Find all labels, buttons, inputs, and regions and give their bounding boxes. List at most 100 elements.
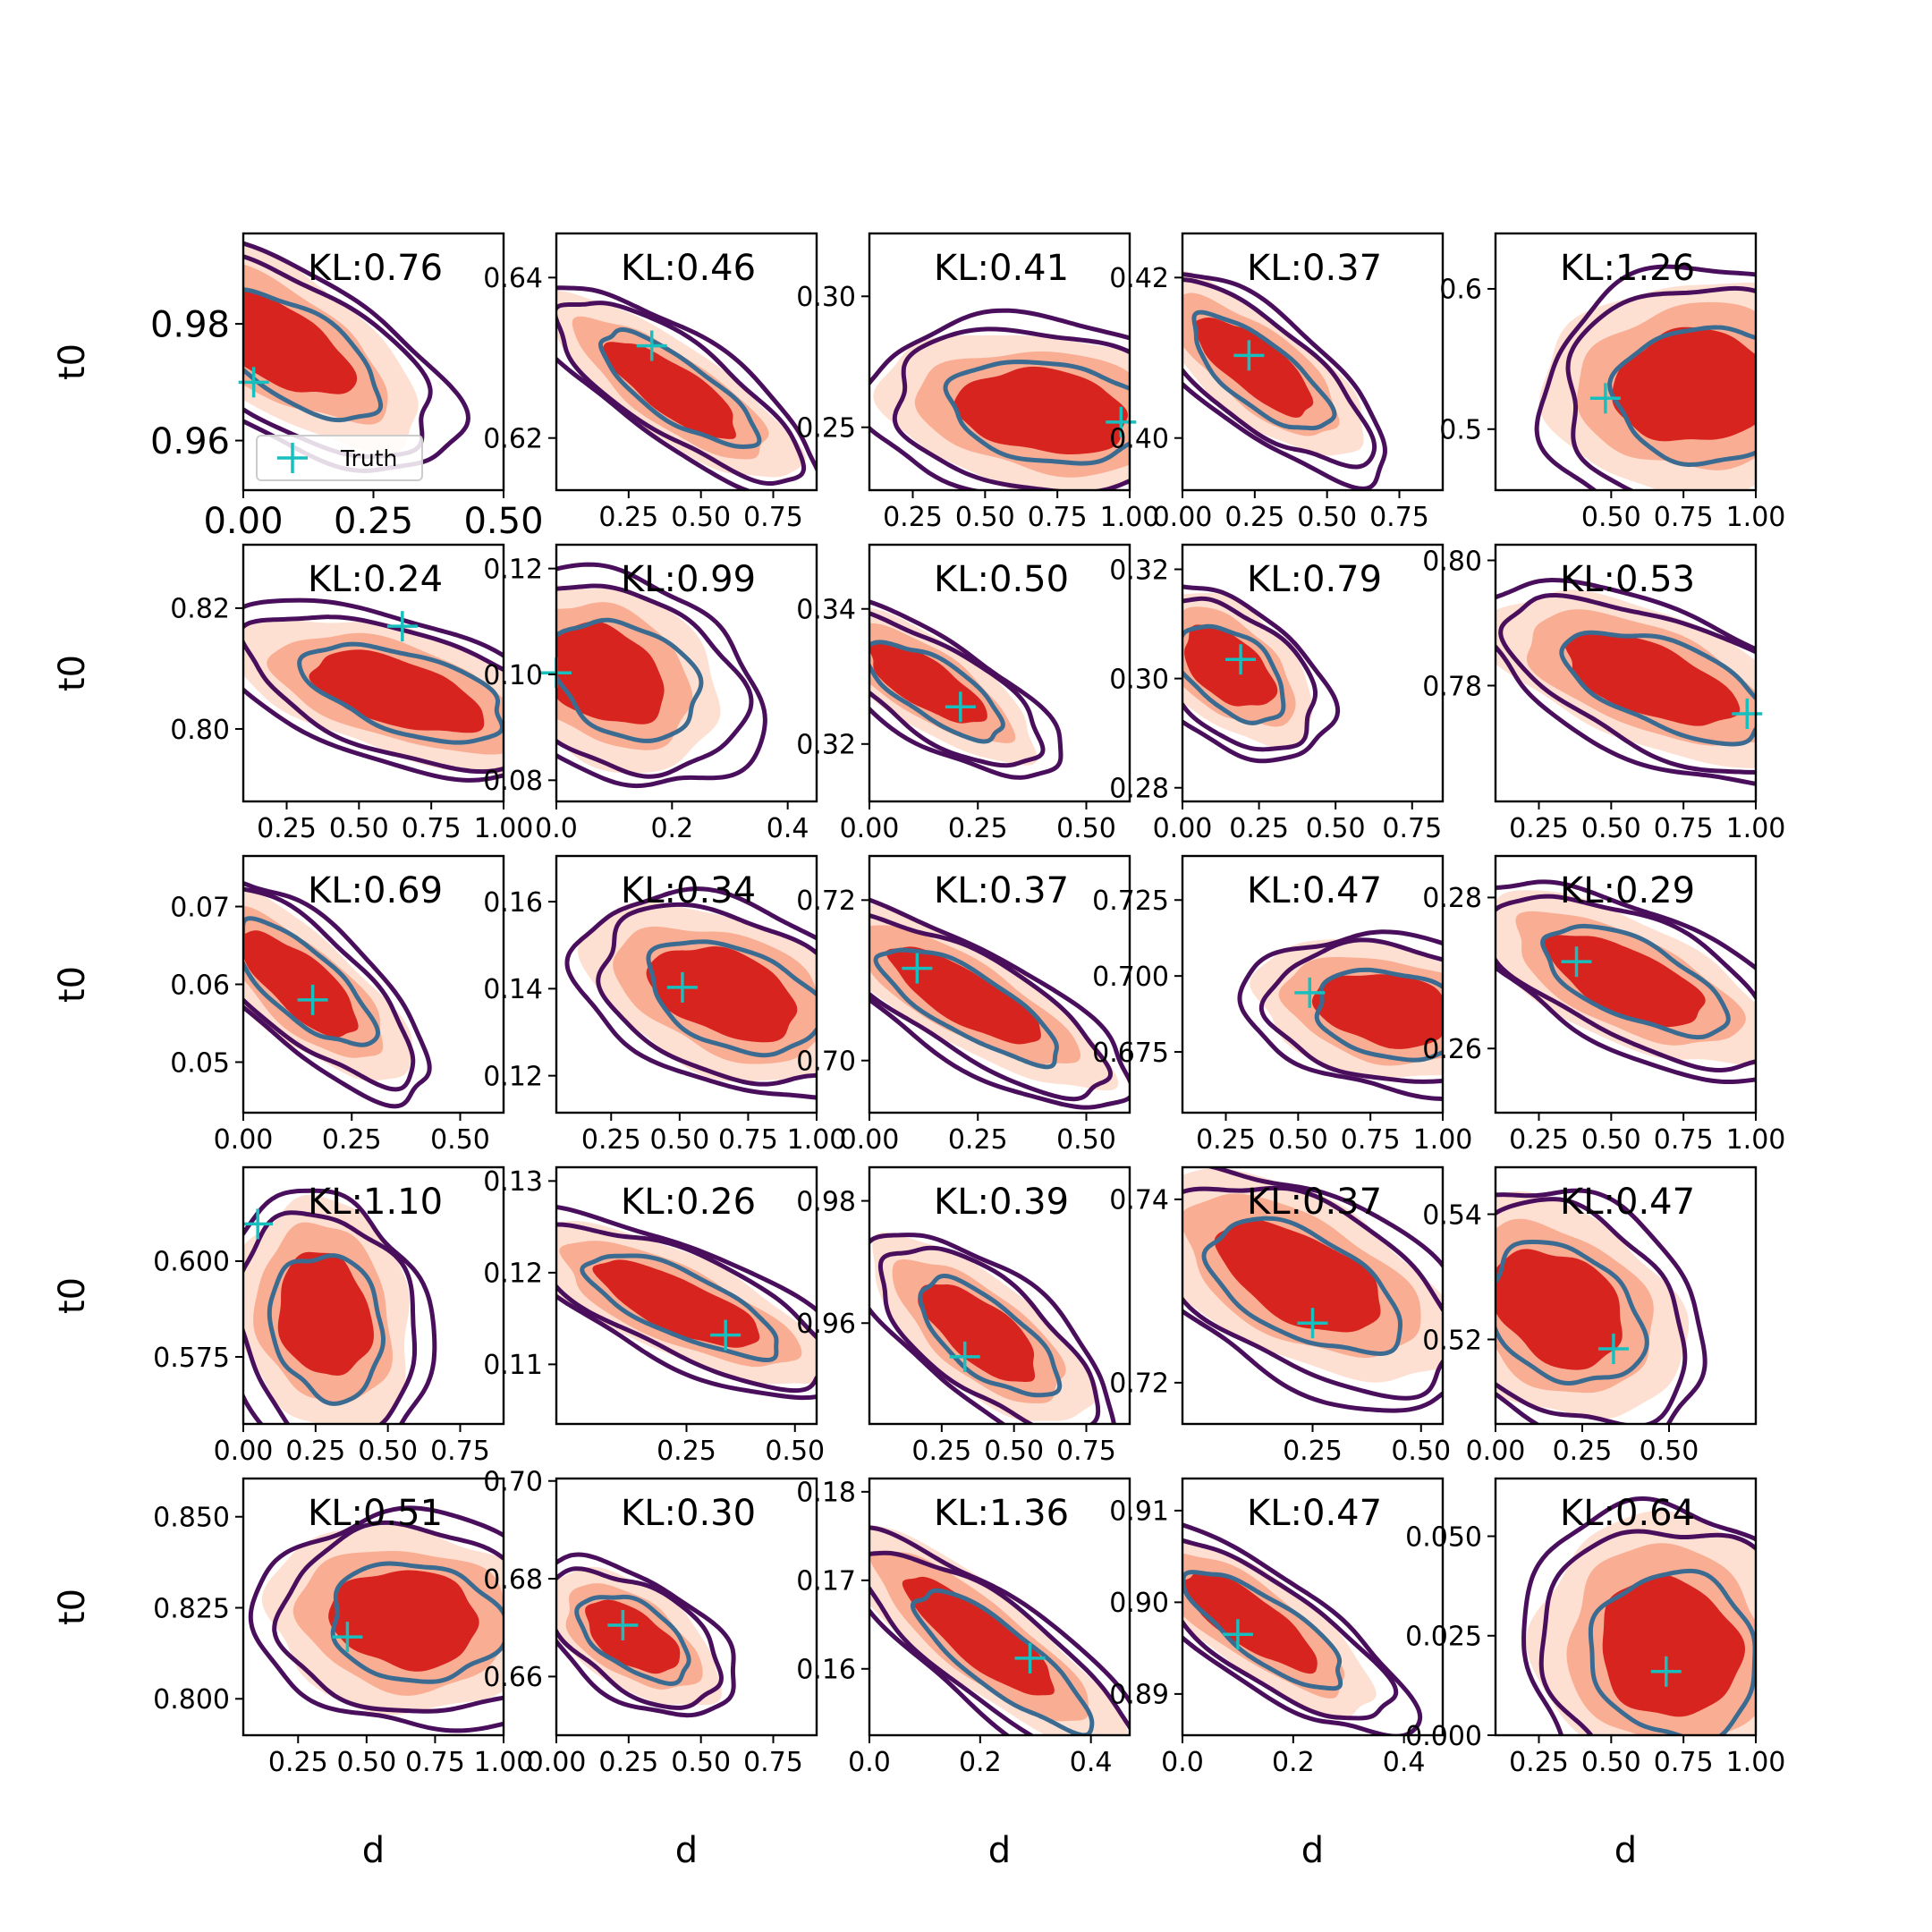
y-tick-label: 0.72 [796, 886, 856, 917]
y-tick-label: 0.11 [483, 1350, 543, 1381]
x-tick-label: 0.75 [402, 813, 462, 844]
x-tick-label: 0.75 [1382, 813, 1442, 844]
x-tick-label: 0.50 [1056, 1124, 1116, 1156]
kl-label: KL:1.10 [308, 1182, 443, 1223]
density-layers [556, 562, 767, 789]
axes-frame [1181, 1477, 1445, 1737]
x-tick-label: 0.75 [1341, 1124, 1401, 1156]
x-tick-label: 0.25 [883, 502, 943, 533]
density-fill-inner [646, 946, 798, 1043]
truth-marker [1589, 383, 1621, 414]
x-tick-label: 0.75 [1056, 1436, 1116, 1467]
contour-inner [918, 1273, 1063, 1398]
contour-middle [556, 1222, 817, 1394]
contour-middle [1496, 1197, 1688, 1424]
density-fill-inner [243, 287, 358, 394]
axes-frame [868, 543, 1131, 803]
panel-15: 0.25 0.50 0.75 1.00 0.26 0.28 KL:0.29 [1422, 854, 1785, 1156]
y-tick-label: 0.28 [1422, 883, 1482, 914]
contour-outer [1182, 584, 1341, 764]
kl-label: KL:0.76 [308, 248, 443, 289]
y-tick-label: 0.17 [796, 1566, 856, 1597]
y-tick-label: 0.96 [150, 421, 230, 462]
contour-inner [297, 641, 504, 745]
panel-3: 0.25 0.50 0.75 1.00 0.25 0.30 KL:0.41 [796, 232, 1159, 533]
kl-label: KL:0.41 [934, 248, 1069, 289]
panel-17: 0.25 0.50 0.11 0.12 0.13 KL:0.26 [483, 1165, 825, 1467]
contour-middle [243, 886, 416, 1092]
y-tick-label: 0.40 [1109, 424, 1169, 455]
axes-frame [868, 854, 1131, 1114]
contour-inner [1201, 1216, 1403, 1356]
x-tick-label: 0.0 [535, 813, 578, 844]
density-fill-inner [1544, 935, 1706, 1028]
y-tick-label: 0.70 [796, 1046, 856, 1078]
panel-2: 0.25 0.50 0.75 0.62 0.64 KL:0.46 [483, 232, 818, 533]
y-tick-label: 0.32 [1109, 555, 1169, 586]
contour-outer [556, 1205, 817, 1401]
density-layers [243, 241, 470, 473]
contour-outer [564, 886, 817, 1100]
y-tick-label: 0.64 [483, 263, 543, 294]
contour-inner [243, 287, 384, 423]
x-tick-label: 0.25 [1196, 1124, 1256, 1156]
truth-marker [636, 330, 667, 361]
x-tick-label: 0.75 [743, 1747, 803, 1778]
contour-inner [597, 326, 762, 450]
y-tick-label: 0.800 [153, 1684, 230, 1716]
contour-outer [243, 880, 432, 1109]
x-tick-label: 0.25 [948, 813, 1008, 844]
density-fill-inner [1564, 631, 1741, 726]
truth-marker [710, 1319, 741, 1351]
density-layers [869, 599, 1063, 780]
x-tick-label: 0.25 [1509, 813, 1569, 844]
density-fill-inner [869, 641, 987, 724]
x-tick-label: 0.0 [1161, 1747, 1204, 1778]
truth-marker [242, 1208, 274, 1240]
y-tick-label: 0.14 [483, 974, 543, 1005]
contour-middle [1496, 894, 1756, 1073]
contour-outer [1182, 1167, 1443, 1413]
x-tick-label: 0.4 [767, 813, 809, 844]
x-tick-label: 0.00 [214, 1436, 274, 1467]
density-layers [1182, 1522, 1423, 1735]
kl-label: KL:0.37 [1247, 248, 1382, 289]
y-tick-label: 0.82 [170, 594, 230, 625]
contour-outer [869, 599, 1063, 780]
axes-frame [868, 1477, 1131, 1737]
density-fill-inner [309, 649, 485, 733]
contour-inner [1496, 1239, 1649, 1386]
contour-middle [877, 1245, 1101, 1424]
panel-23: 0.0 0.2 0.4 0.16 0.17 0.18 KL:1.36 d [796, 1477, 1131, 1871]
contour-inner [910, 1588, 1095, 1735]
x-axis-label: d [1614, 1830, 1637, 1871]
x-tick-label: 0.00 [840, 1124, 900, 1156]
panel-21: 0.25 0.50 0.75 1.00 0.800 0.825 0.850 KL:0.51 t0… [52, 1477, 533, 1871]
truth-marker [1294, 977, 1326, 1008]
legend-truth-marker [277, 443, 308, 473]
contour-outer [869, 1525, 1130, 1735]
y-tick-label: 0.42 [1109, 263, 1169, 294]
contour-outer [1182, 1522, 1423, 1735]
kl-label: KL:0.39 [934, 1182, 1069, 1223]
axes-frame [242, 1165, 505, 1426]
x-tick-label: 0.50 [671, 1747, 731, 1778]
x-tick-label: 0.25 [1553, 1436, 1613, 1467]
density-layers [564, 886, 817, 1100]
kl-label: KL:0.29 [1560, 870, 1695, 911]
x-tick-label: 0.75 [1654, 1747, 1714, 1778]
x-tick-label: 0.75 [1028, 502, 1088, 533]
y-tick-label: 0.98 [796, 1186, 856, 1217]
contour-middle [272, 1520, 504, 1714]
kl-label: KL:1.26 [1560, 248, 1695, 289]
truth-marker [1650, 1656, 1682, 1687]
x-tick-label: 0.0 [848, 1747, 891, 1778]
panel-14: 0.25 0.50 0.75 1.00 0.675 0.700 0.725 KL:0.47 [1092, 854, 1472, 1156]
y-tick-label: 0.18 [796, 1478, 856, 1509]
x-tick-label: 0.50 [430, 1124, 490, 1156]
x-tick-label: 0.25 [285, 1436, 345, 1467]
density-layers [869, 1524, 1130, 1735]
contour-outer [1182, 272, 1387, 490]
x-tick-label: 0.25 [268, 1747, 328, 1778]
